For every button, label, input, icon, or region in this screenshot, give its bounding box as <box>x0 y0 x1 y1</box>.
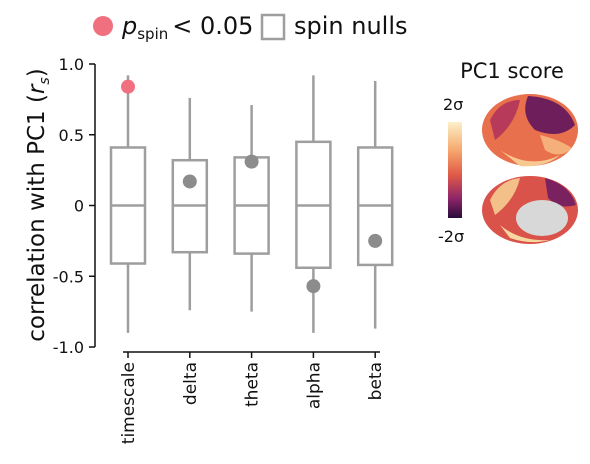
x-tick-label: alpha <box>304 362 324 409</box>
observed-point <box>245 155 259 169</box>
y-tick-label: -0.5 <box>53 267 84 286</box>
observed-point <box>306 279 320 293</box>
colorbar-min: -2σ <box>438 227 464 246</box>
observed-point <box>121 80 135 94</box>
x-tick-label: timescale <box>119 362 139 444</box>
y-tick-label: 0.5 <box>59 126 84 145</box>
x-tick-label: theta <box>243 362 263 407</box>
legend-label: pspin< 0.05 <box>121 12 253 43</box>
inset-title: PC1 score <box>460 59 564 83</box>
x-tick-label: delta <box>181 362 201 405</box>
legend-marker <box>93 16 113 36</box>
x-tick-label: beta <box>366 362 386 400</box>
brain-medial <box>482 176 578 244</box>
chart: pspin< 0.05 spin nulls correlation with … <box>0 0 590 464</box>
y-axis-label: correlation with PC1 (rs) <box>24 68 53 341</box>
y-tick-label: 1.0 <box>59 55 84 74</box>
colorbar-max: 2σ <box>443 95 463 114</box>
legend-label: spin nulls <box>294 12 408 40</box>
colorbar <box>448 122 462 218</box>
y-tick-label: 0 <box>74 197 84 216</box>
observed-point <box>183 174 197 188</box>
legend-box <box>262 15 284 39</box>
brain-lateral <box>482 94 578 166</box>
observed-point <box>368 234 382 248</box>
y-tick-label: -1.0 <box>53 338 84 357</box>
